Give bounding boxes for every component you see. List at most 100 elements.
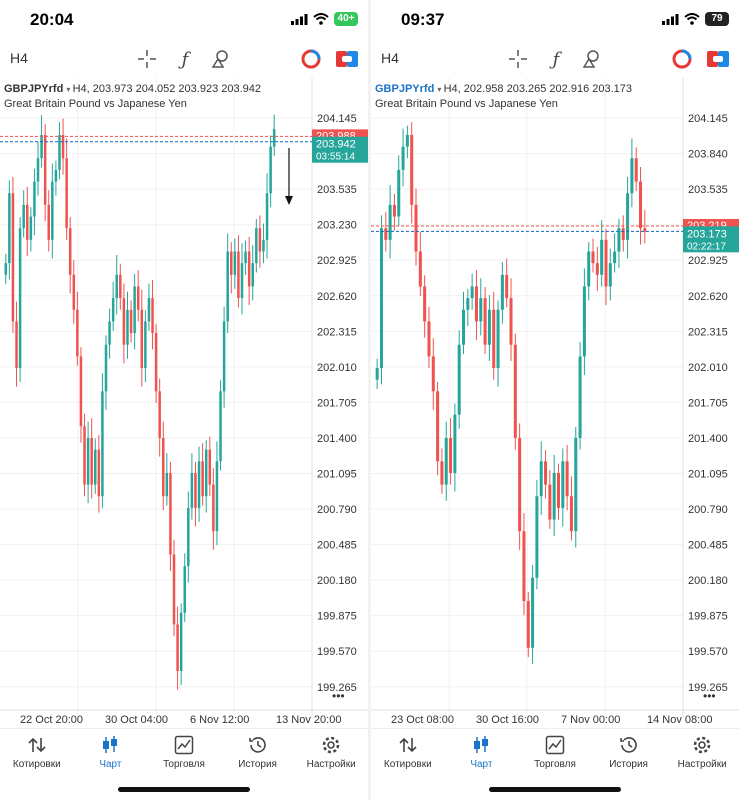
tab-history[interactable]: История [221, 729, 295, 778]
symbol-name[interactable]: GBPJPYrfd [4, 83, 64, 95]
timeframe-button[interactable]: H4 [10, 50, 28, 66]
candle-body [15, 321, 18, 369]
tab-chart[interactable]: Чарт [445, 729, 519, 778]
timeframe-button[interactable]: H4 [381, 50, 399, 66]
candle-body [76, 309, 79, 357]
candle-body [470, 286, 474, 299]
candle-body [244, 251, 247, 264]
candle-body [379, 228, 383, 369]
indicators-icon[interactable]: ƒ [181, 48, 189, 70]
trade-circle-icon[interactable] [671, 48, 693, 70]
price-axis-label: 199.570 [317, 646, 357, 658]
candle-body [104, 344, 108, 392]
tab-chart[interactable]: Чарт [74, 729, 148, 778]
price-axis-label: 199.875 [688, 611, 728, 623]
price-axis-label: 200.790 [688, 504, 728, 516]
trade-circle-icon[interactable] [300, 48, 322, 70]
candle-body [423, 286, 427, 322]
candle-body [111, 298, 115, 322]
objects-icon[interactable] [210, 48, 232, 70]
tab-quotes[interactable]: Котировки [0, 729, 74, 778]
candle-body [639, 181, 643, 229]
candle-body [269, 146, 272, 194]
candle-body [86, 437, 90, 485]
price-axis-label: 202.925 [317, 255, 357, 267]
candle-body [483, 298, 487, 345]
price-axis-label: 199.265 [317, 682, 357, 694]
tab-settings[interactable]: Настройки [294, 729, 368, 778]
status-icons: 79 [662, 12, 729, 26]
candle-body [604, 239, 608, 287]
wifi-icon [684, 13, 700, 25]
crosshair-icon[interactable] [507, 48, 529, 70]
tab-trade[interactable]: Торговля [147, 729, 221, 778]
battery-indicator: 40+ [334, 12, 358, 26]
home-indicator[interactable] [118, 787, 250, 792]
candle-body [255, 228, 258, 264]
candle-body [115, 274, 118, 299]
candle-body [522, 531, 526, 602]
bid-price-tag [312, 136, 368, 163]
tab-label: Торговля [534, 759, 576, 770]
indicators-icon[interactable]: ƒ [552, 48, 560, 70]
more-options-icon: ••• [332, 689, 345, 703]
price-axis-label: 201.400 [688, 433, 728, 445]
candle-body [569, 496, 573, 532]
candle-body [126, 309, 129, 345]
one-click-trade-icon[interactable] [707, 48, 729, 70]
candle-body [101, 391, 104, 497]
objects-icon[interactable] [581, 48, 603, 70]
candle-body [154, 333, 158, 392]
candle-body [22, 204, 25, 229]
tab-quotes[interactable]: Котировки [371, 729, 445, 778]
candle-body [608, 263, 612, 287]
candle-body [194, 472, 197, 508]
trade-icon [174, 735, 194, 755]
bid-price-tag [683, 226, 739, 253]
candle-body [600, 239, 604, 275]
history-icon [619, 737, 637, 753]
candle-body [500, 274, 504, 310]
candle-body [68, 228, 72, 275]
candle-body [634, 158, 638, 182]
candle-body [449, 437, 453, 473]
candle-body [29, 216, 33, 240]
price-axis-label: 199.265 [688, 682, 728, 694]
candle-body [51, 181, 54, 240]
chart-area[interactable]: 204.145203.840203.535203.230202.925202.6… [371, 78, 739, 728]
chart-area[interactable]: 204.145203.840203.535203.230202.925202.6… [0, 78, 368, 728]
price-axis-label: 199.570 [688, 646, 728, 658]
candle-body [561, 461, 565, 508]
tab-label: Торговля [163, 759, 205, 770]
price-axis-label: 202.315 [317, 326, 357, 338]
price-axis-label: 200.485 [688, 540, 728, 552]
tab-settings[interactable]: Настройки [665, 729, 739, 778]
chart-info: GBPJPYrfd ▾ H4, 202.958 203.265 202.916 … [375, 83, 633, 110]
time-axis-label: 14 Nov 08:00 [647, 714, 712, 726]
candle-body [65, 158, 68, 229]
time-axis-label: 30 Oct 16:00 [476, 714, 539, 726]
tab-trade[interactable]: Торговля [518, 729, 592, 778]
candle-body [197, 461, 201, 508]
one-click-trade-icon[interactable] [336, 48, 358, 70]
candle-body [247, 251, 251, 287]
candle-body [626, 193, 630, 240]
candle-body [158, 391, 161, 438]
candlestick-chart[interactable]: 204.145203.840203.535203.230202.925202.6… [0, 78, 368, 728]
candle-body [578, 356, 582, 438]
tab-history[interactable]: История [592, 729, 666, 778]
price-axis-label: 203.535 [688, 184, 728, 196]
candle-body [405, 134, 409, 147]
candle-body [129, 309, 133, 334]
price-axis-label: 201.400 [317, 433, 357, 445]
home-indicator[interactable] [489, 787, 621, 792]
candle-body [79, 356, 83, 427]
candlestick-chart[interactable]: 204.145203.840203.535203.230202.925202.6… [371, 78, 739, 728]
candle-body [108, 321, 111, 345]
crosshair-icon[interactable] [136, 48, 158, 70]
price-axis-label: 201.095 [688, 469, 728, 481]
candle-body [496, 309, 500, 369]
candle-body [401, 146, 405, 170]
candle-body [47, 204, 50, 240]
symbol-name[interactable]: GBPJPYrfd [375, 83, 435, 95]
